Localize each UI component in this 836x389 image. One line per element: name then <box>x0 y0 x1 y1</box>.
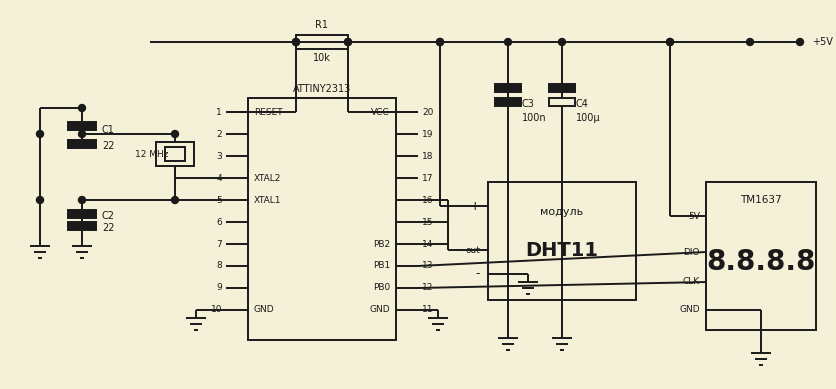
Text: DIO: DIO <box>683 247 699 256</box>
Text: модуль: модуль <box>540 207 583 217</box>
Text: 3: 3 <box>216 151 222 161</box>
Bar <box>548 98 574 106</box>
Text: 22: 22 <box>102 223 115 233</box>
Circle shape <box>665 39 673 46</box>
Text: 10k: 10k <box>313 53 330 63</box>
Bar <box>68 122 96 130</box>
Circle shape <box>344 39 351 46</box>
Circle shape <box>292 39 299 46</box>
Text: PB2: PB2 <box>372 240 390 249</box>
Bar <box>548 84 574 92</box>
Text: out: out <box>465 245 479 254</box>
Text: TM1637: TM1637 <box>739 195 781 205</box>
Bar <box>165 147 185 161</box>
Text: C4: C4 <box>575 99 589 109</box>
Bar <box>247 98 395 340</box>
Text: 8.8.8.8: 8.8.8.8 <box>706 248 815 276</box>
Text: 1: 1 <box>216 107 222 116</box>
Circle shape <box>37 130 43 137</box>
Text: C1: C1 <box>102 125 115 135</box>
Text: +: + <box>469 200 479 212</box>
Text: 22: 22 <box>102 141 115 151</box>
Text: VCC: VCC <box>371 107 390 116</box>
Text: 15: 15 <box>421 217 433 226</box>
Text: 7: 7 <box>216 240 222 249</box>
Text: 19: 19 <box>421 130 433 138</box>
Text: GND: GND <box>369 305 390 314</box>
Text: 5V: 5V <box>687 212 699 221</box>
Circle shape <box>746 39 752 46</box>
Text: 13: 13 <box>421 261 433 270</box>
Text: XTAL1: XTAL1 <box>253 196 281 205</box>
Text: 2: 2 <box>217 130 222 138</box>
Text: RESET: RESET <box>253 107 283 116</box>
Text: 12 MHz: 12 MHz <box>135 149 168 158</box>
Text: PB1: PB1 <box>372 261 390 270</box>
Text: GND: GND <box>253 305 274 314</box>
Circle shape <box>665 39 673 46</box>
Text: CLK: CLK <box>682 277 699 287</box>
Bar <box>68 140 96 148</box>
Circle shape <box>796 39 803 46</box>
Bar <box>705 182 815 330</box>
Text: ATTINY2313: ATTINY2313 <box>293 84 351 94</box>
Text: R1: R1 <box>315 20 328 30</box>
Bar <box>487 182 635 300</box>
Bar <box>296 35 348 49</box>
Text: 18: 18 <box>421 151 433 161</box>
Circle shape <box>37 196 43 203</box>
Circle shape <box>292 39 299 46</box>
Text: 9: 9 <box>216 284 222 293</box>
Text: PB0: PB0 <box>372 284 390 293</box>
Circle shape <box>436 39 443 46</box>
Bar <box>155 142 194 166</box>
Text: GND: GND <box>679 305 699 314</box>
Text: C3: C3 <box>522 99 534 109</box>
Circle shape <box>79 130 85 137</box>
Text: +5V: +5V <box>811 37 832 47</box>
Circle shape <box>79 196 85 203</box>
Text: 20: 20 <box>421 107 433 116</box>
Bar <box>68 210 96 218</box>
Text: XTAL2: XTAL2 <box>253 173 281 182</box>
Text: 8: 8 <box>216 261 222 270</box>
Text: 100n: 100n <box>522 113 546 123</box>
Text: C2: C2 <box>102 211 115 221</box>
Text: 16: 16 <box>421 196 433 205</box>
Text: 12: 12 <box>421 284 433 293</box>
Circle shape <box>344 39 351 46</box>
Text: 4: 4 <box>217 173 222 182</box>
Circle shape <box>504 39 511 46</box>
Text: 5: 5 <box>216 196 222 205</box>
Text: 6: 6 <box>216 217 222 226</box>
Bar <box>494 84 520 92</box>
Circle shape <box>558 39 565 46</box>
Circle shape <box>171 196 178 203</box>
Text: 10: 10 <box>210 305 222 314</box>
Text: 11: 11 <box>421 305 433 314</box>
Bar <box>68 222 96 230</box>
Circle shape <box>436 39 443 46</box>
Bar <box>494 98 520 106</box>
Text: 14: 14 <box>421 240 433 249</box>
Circle shape <box>171 130 178 137</box>
Circle shape <box>79 105 85 112</box>
Text: DHT11: DHT11 <box>525 240 598 259</box>
Text: -: - <box>475 268 479 280</box>
Text: 100μ: 100μ <box>575 113 600 123</box>
Text: 17: 17 <box>421 173 433 182</box>
